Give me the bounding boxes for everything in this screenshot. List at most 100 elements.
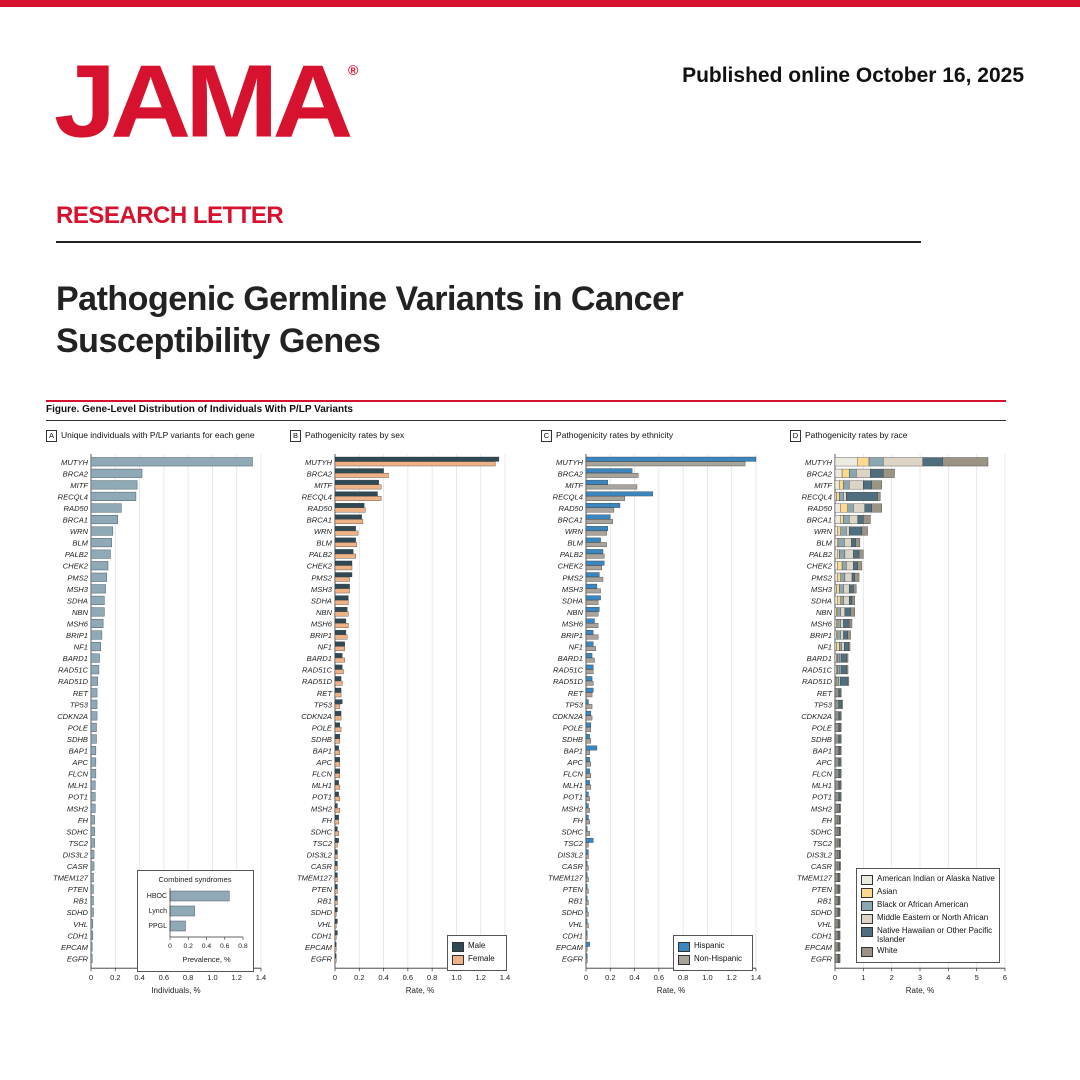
gene-label-bap1: BAP1 xyxy=(564,747,583,756)
panel-a-chart: 0 0.2 0.4 0.6 0.8 1.0 1.2 1.4 Individuals, % MUTY… xyxy=(53,454,266,995)
legend-label-white: White xyxy=(877,946,898,955)
gene-label-sdhb: SDHB xyxy=(67,735,88,744)
section-divider xyxy=(56,241,921,243)
bar-pms2 xyxy=(90,572,108,582)
bar-black-or-african-american-nbn xyxy=(837,607,841,617)
bar-sdhd xyxy=(90,907,94,917)
gene-label-palb2: PALB2 xyxy=(809,550,833,559)
gene-label-chek2: CHEK2 xyxy=(807,562,833,571)
bar-non-hispanic-palb2 xyxy=(585,553,605,559)
gene-label-pot1: POT1 xyxy=(312,793,332,802)
bar-male-recql4 xyxy=(334,491,378,497)
bar-middle-eastern-or-north-african-sdha xyxy=(843,595,850,605)
gene-label-pot1: POT1 xyxy=(563,793,583,802)
gene-label-epcam: EPCAM xyxy=(61,943,89,952)
gene-label-egfr: EGFR xyxy=(811,954,833,963)
bar-wrn xyxy=(90,526,114,536)
bar-female-flcn xyxy=(334,773,341,779)
bar-black-or-african-american-pole xyxy=(836,722,839,732)
gene-label-bard1: BARD1 xyxy=(307,654,332,663)
legend-item-american-indian: American Indian or Alaska Native xyxy=(861,874,995,885)
gene-label-flcn: FLCN xyxy=(312,770,332,779)
bar-american-indian-or-alaska-native-sdha xyxy=(834,595,839,605)
gene-label-tp53: TP53 xyxy=(814,700,833,709)
bar-female-dis3l2 xyxy=(334,854,338,859)
bar-tp53 xyxy=(90,699,98,709)
bar-brca2 xyxy=(90,468,143,478)
inset-x-title: Prevalence, % xyxy=(182,955,231,964)
bar-non-hispanic-nbn xyxy=(585,611,599,617)
bar-black-or-african-american-bap1 xyxy=(836,746,839,755)
bar-american-indian-or-alaska-native-brca2 xyxy=(834,468,843,478)
gene-label-msh3: MSH3 xyxy=(562,585,584,594)
bar-nbn xyxy=(90,607,105,617)
bar-msh2 xyxy=(90,803,96,813)
bar-american-indian-or-alaska-native-msh3 xyxy=(834,584,837,594)
bar-hispanic-nbn xyxy=(585,606,600,612)
bar-male-sdhc xyxy=(334,826,338,832)
bar-female-pms2 xyxy=(334,576,350,582)
legend-item-female: Female xyxy=(452,954,502,965)
legend-swatch-pacific-islander xyxy=(861,927,873,937)
x-tick-label: 0.2 xyxy=(605,973,615,982)
bar-middle-eastern-or-north-african-pms2 xyxy=(844,572,853,582)
gene-label-rad51c: RAD51C xyxy=(302,666,332,675)
bar-hispanic-nf1 xyxy=(585,641,594,647)
bar-asian-brca2 xyxy=(841,468,850,478)
gene-label-pms2: PMS2 xyxy=(311,573,332,582)
bar-female-chek2 xyxy=(334,565,353,571)
bar-american-indian-or-alaska-native-bard1 xyxy=(834,653,837,663)
panel-a-heading: A Unique individuals with P/LP variants f… xyxy=(46,430,255,442)
bar-female-tp53 xyxy=(334,703,341,709)
gene-label-rb1: RB1 xyxy=(568,897,583,906)
bar-hispanic-tp53 xyxy=(585,699,589,705)
gene-label-msh2: MSH2 xyxy=(311,804,333,813)
bar-black-or-african-american-mlh1 xyxy=(836,780,839,790)
gene-label-sdhd: SDHD xyxy=(310,908,332,917)
gene-label-wrn: WRN xyxy=(565,527,584,536)
gene-label-fh: FH xyxy=(322,816,333,825)
legend-item-white: White xyxy=(861,946,995,957)
bar-female-sdha xyxy=(334,600,349,605)
gene-label-tmem127: TMEM127 xyxy=(53,874,89,883)
bar-hispanic-rad51c xyxy=(585,664,594,670)
gene-label-nbn: NBN xyxy=(816,608,833,617)
gene-label-bap1: BAP1 xyxy=(313,747,332,756)
bar-white-rad51c xyxy=(846,665,849,675)
bar-male-wrn xyxy=(334,526,356,531)
bar-middle-eastern-or-north-african-nbn xyxy=(840,607,846,617)
gene-label-tsc2: TSC2 xyxy=(564,839,584,848)
legend-label-pacific-islander: Native Hawaiian or Other Pacific Islande… xyxy=(877,926,993,944)
bar-male-mutyh xyxy=(334,456,500,462)
gene-label-tp53: TP53 xyxy=(314,700,333,709)
bar-white-tmem127 xyxy=(839,873,841,883)
legend-label-asian: Asian xyxy=(877,887,898,896)
panel-b: B Pathogenicity rates by sex 0 0.2 0.4 0.6 0.… xyxy=(290,430,520,1020)
bar-hispanic-brca1 xyxy=(585,514,611,520)
bar-hispanic-chek2 xyxy=(585,560,605,566)
bar-female-brca1 xyxy=(334,519,364,524)
bar-female-cdh1 xyxy=(334,934,337,940)
bar-hispanic-sdha xyxy=(585,595,601,601)
bar-nf1 xyxy=(90,642,101,652)
gene-label-rad50: RAD50 xyxy=(64,504,89,513)
bar-hispanic-tmem127 xyxy=(585,872,588,878)
bar-native-hawaiian-or-other-pacific-islander-rad51c xyxy=(840,665,847,675)
gene-label-nf1: NF1 xyxy=(818,643,832,652)
gene-label-casr: CASR xyxy=(811,862,833,871)
bar-tsc2 xyxy=(90,838,95,848)
bar-vhl xyxy=(90,919,94,929)
bar-american-indian-or-alaska-native-pms2 xyxy=(834,572,839,582)
bar-non-hispanic-casr xyxy=(585,865,589,871)
gene-label-sdhd: SDHD xyxy=(810,908,832,917)
gene-label-tmem127: TMEM127 xyxy=(797,874,833,883)
gene-label-casr: CASR xyxy=(562,862,584,871)
gene-label-bap1: BAP1 xyxy=(813,747,832,756)
gene-label-ret: RET xyxy=(73,689,90,698)
bar-non-hispanic-tmem127 xyxy=(585,877,589,882)
bar-female-sdhc xyxy=(334,831,339,836)
gene-label-sdhb: SDHB xyxy=(311,735,332,744)
panel-d-heading: D Pathogenicity rates by race xyxy=(790,430,908,442)
gene-label-tmem127: TMEM127 xyxy=(548,874,584,883)
bar-hispanic-pot1 xyxy=(585,791,589,797)
